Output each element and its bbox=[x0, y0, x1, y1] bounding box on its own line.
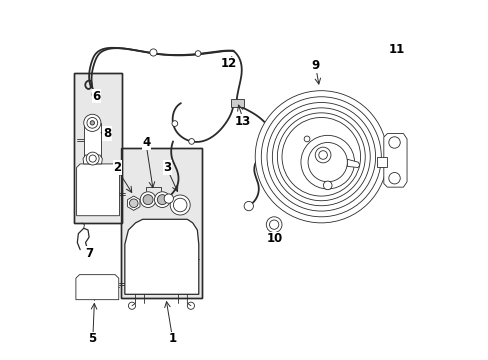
Text: 7: 7 bbox=[85, 247, 93, 260]
Circle shape bbox=[157, 195, 167, 204]
Circle shape bbox=[172, 121, 177, 126]
Circle shape bbox=[261, 97, 381, 217]
Circle shape bbox=[83, 114, 101, 131]
Circle shape bbox=[272, 108, 369, 206]
Circle shape bbox=[277, 113, 365, 201]
Text: 5: 5 bbox=[88, 333, 97, 346]
Circle shape bbox=[149, 49, 157, 56]
Text: 8: 8 bbox=[102, 127, 111, 140]
Polygon shape bbox=[383, 134, 406, 187]
Circle shape bbox=[244, 202, 253, 211]
Bar bbox=[230, 99, 244, 107]
Text: 1: 1 bbox=[169, 333, 177, 346]
Polygon shape bbox=[76, 275, 119, 300]
Circle shape bbox=[195, 51, 201, 57]
Circle shape bbox=[315, 147, 330, 163]
Circle shape bbox=[170, 195, 190, 215]
Circle shape bbox=[90, 121, 94, 125]
Bar bbox=[376, 157, 386, 167]
Text: 9: 9 bbox=[311, 59, 320, 72]
Circle shape bbox=[164, 194, 173, 203]
Circle shape bbox=[323, 181, 331, 190]
Circle shape bbox=[388, 172, 400, 184]
Circle shape bbox=[140, 192, 156, 207]
Bar bbox=[74, 73, 122, 223]
Circle shape bbox=[388, 137, 400, 148]
Text: 13: 13 bbox=[234, 114, 250, 127]
Text: 11: 11 bbox=[387, 43, 404, 56]
Circle shape bbox=[143, 195, 153, 204]
Circle shape bbox=[154, 192, 170, 207]
Text: 4: 4 bbox=[142, 136, 150, 149]
Circle shape bbox=[188, 139, 194, 144]
Bar bbox=[121, 148, 201, 298]
Circle shape bbox=[266, 217, 282, 233]
Circle shape bbox=[282, 117, 360, 196]
Text: 2: 2 bbox=[113, 161, 122, 174]
Circle shape bbox=[300, 135, 354, 189]
Bar bbox=[83, 123, 101, 162]
Bar bbox=[74, 73, 122, 223]
Polygon shape bbox=[83, 155, 102, 164]
Polygon shape bbox=[124, 219, 198, 294]
Polygon shape bbox=[127, 196, 140, 210]
Text: 10: 10 bbox=[266, 233, 283, 246]
Text: 12: 12 bbox=[220, 57, 236, 71]
Polygon shape bbox=[77, 164, 119, 216]
Circle shape bbox=[129, 199, 138, 207]
Polygon shape bbox=[346, 159, 359, 167]
Bar bbox=[121, 148, 201, 298]
Text: 6: 6 bbox=[92, 90, 100, 103]
Circle shape bbox=[304, 136, 309, 142]
Circle shape bbox=[266, 103, 375, 211]
Circle shape bbox=[255, 91, 386, 223]
Circle shape bbox=[86, 152, 99, 165]
Text: 3: 3 bbox=[163, 161, 171, 174]
